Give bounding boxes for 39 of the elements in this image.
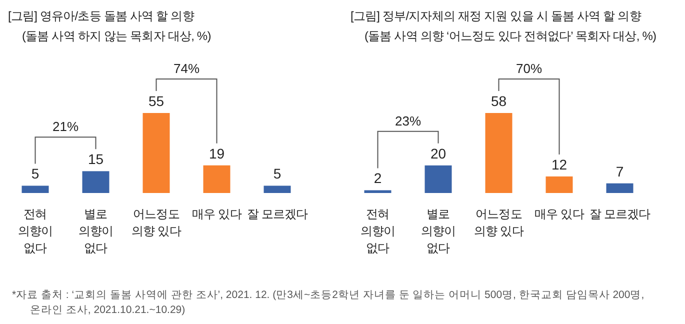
- chart-subtitle: (돌봄 사역 의향 ‘어느정도 있다 전혀없다’ 목회자 대상, %): [364, 29, 656, 43]
- bar: [546, 176, 573, 193]
- bar: [22, 186, 49, 193]
- data-label: 15: [88, 151, 104, 168]
- x-tick-label: 잘 모르겠다: [246, 207, 308, 221]
- chart-title: [그림] 정부/지자체의 재정 지원 있을 시 돌봄 사역 할 의향: [350, 9, 642, 23]
- chart-title: [그림] 영유아/초등 돌봄 사역 할 의향: [8, 9, 194, 23]
- data-label: 5: [31, 166, 40, 182]
- bar: [364, 190, 392, 193]
- x-tick-label: 어느정도 의향 있다: [132, 207, 182, 238]
- annotation: 23%: [394, 113, 422, 128]
- x-tick-label: 매우 있다: [192, 207, 242, 221]
- x-tick-label: 전혀 의향이 없다: [18, 207, 53, 255]
- data-label: 20: [430, 145, 446, 162]
- chart-subtitle: (돌봄 사역 하지 않는 목회자 대상, %): [22, 29, 212, 43]
- x-tick-label: 잘 모르겠다: [589, 207, 651, 221]
- data-label: 5: [273, 166, 282, 182]
- text: 70%: [516, 61, 542, 76]
- data-label: 55: [148, 93, 164, 109]
- data-label: 58: [490, 93, 507, 109]
- data-label: 19: [208, 145, 225, 162]
- x-tick-label: 전혀 의향이 없다: [360, 207, 396, 255]
- bar: [424, 165, 452, 193]
- data-label: 12: [551, 156, 568, 172]
- x-tick-label: 별로 의향이 없다: [420, 207, 456, 255]
- x-tick-label: 매우 있다: [534, 207, 584, 221]
- bar: [142, 113, 170, 193]
- bar: [606, 183, 634, 193]
- text: *자료 출처 : ‘교회의 돌봄 사역에 관한 조사’, 2021. 12. (만3세~초등2학년 자녀를 둔 일하는 어머니 500명, 한국교회 담임목사 200명, 온라인 조사, 2021.10.21.~10.29): [12, 289, 644, 316]
- x-tick-label: 어느정도 의향 있다: [474, 207, 524, 238]
- data-label: 2: [374, 170, 382, 186]
- bar: [203, 165, 230, 193]
- data-label: 7: [616, 163, 624, 180]
- annotation: 21%: [52, 119, 79, 134]
- bar: [485, 113, 512, 193]
- bar: [264, 186, 291, 193]
- text: 74%: [173, 61, 200, 76]
- bar: [82, 171, 110, 193]
- x-tick-label: 별로 의향이 없다: [78, 207, 114, 255]
